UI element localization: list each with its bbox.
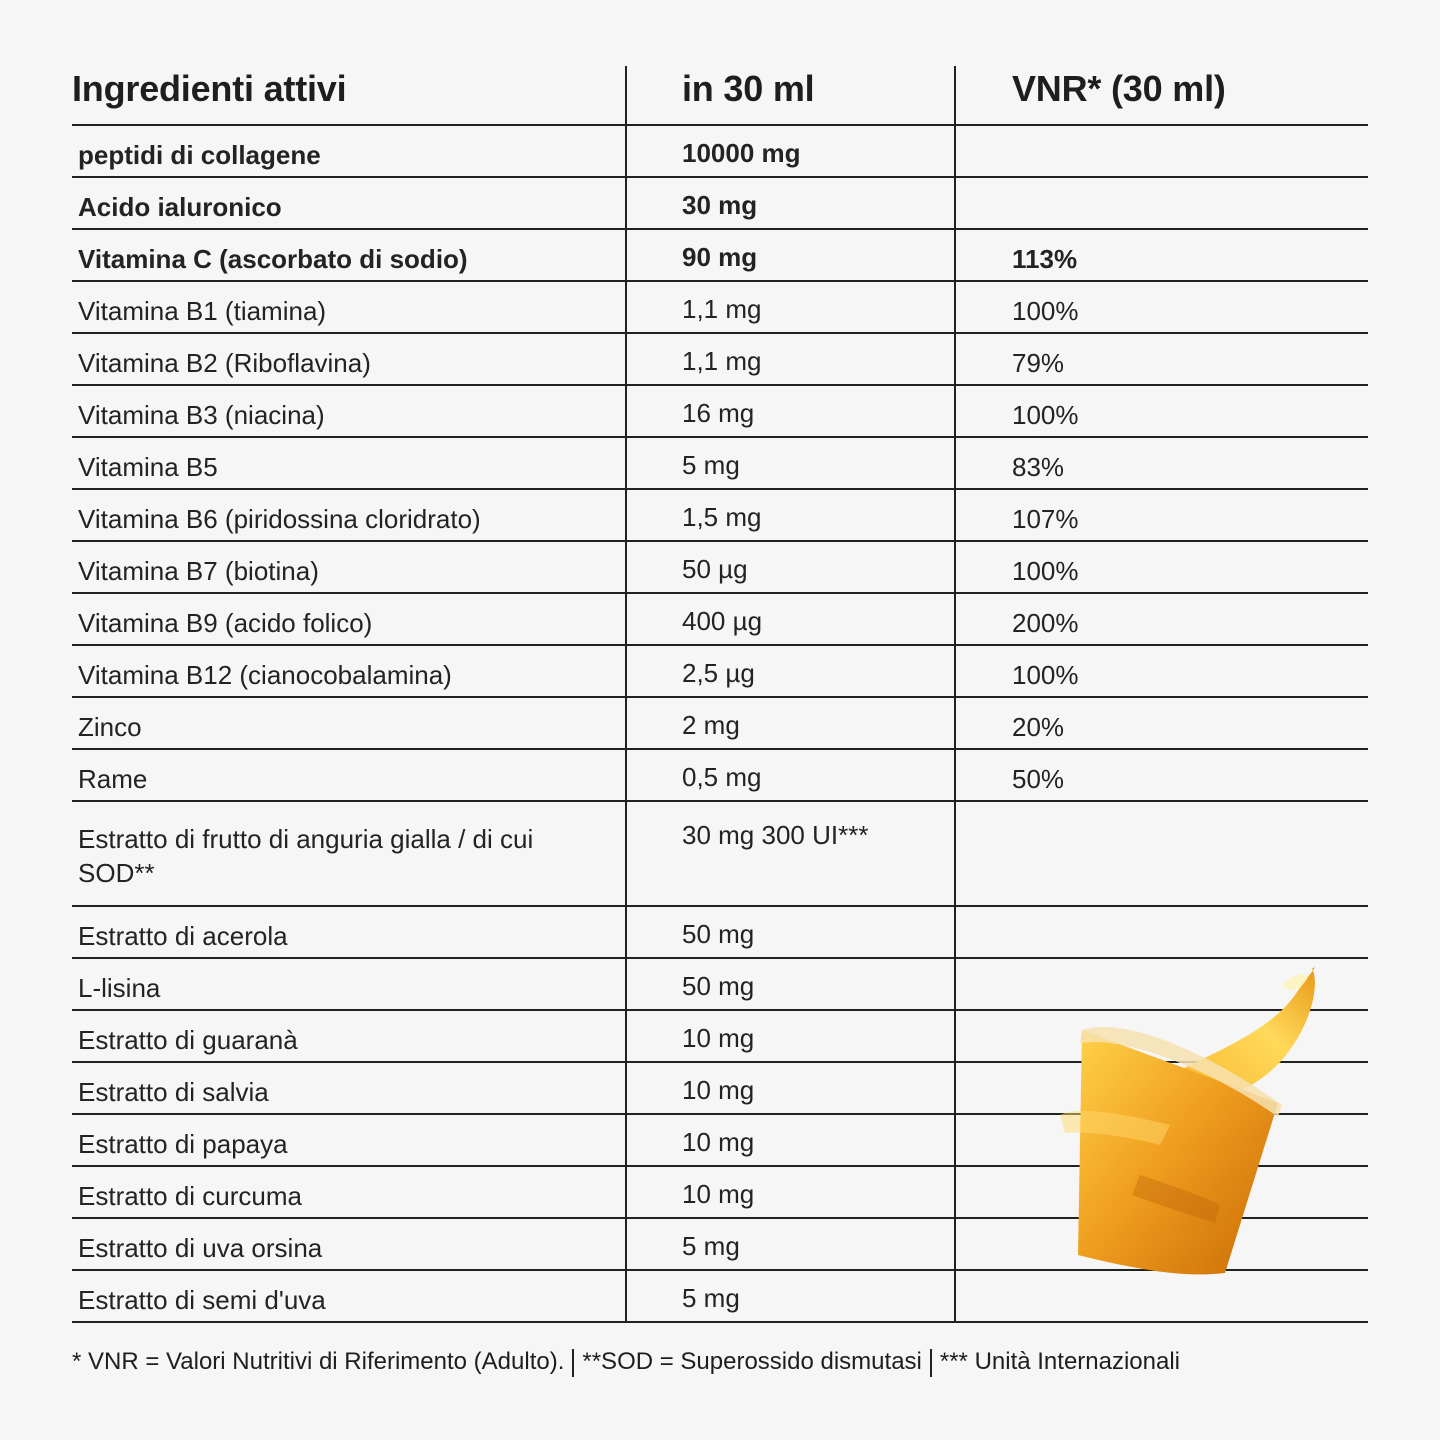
table-row: Estratto di frutto di anguria gialla / d… <box>72 802 1368 907</box>
ingredient-amount: 5 mg <box>682 1283 740 1313</box>
ingredient-name: Estratto di guaranà <box>78 1025 298 1055</box>
table-row: Vitamina B6 (piridossina cloridrato) 1,5 … <box>72 490 1368 542</box>
table-row: Vitamina C (ascorbato di sodio) 90 mg 113% <box>72 230 1368 282</box>
ingredient-name: Zinco <box>78 712 142 742</box>
ingredient-name: L-lisina <box>78 973 161 1003</box>
footnote-sod: **SOD = Superossido dismutasi <box>582 1348 922 1375</box>
table-row: Vitamina B12 (cianocobalamina) 2,5 µg 100% <box>72 646 1368 698</box>
ingredient-vnr: 83% <box>1012 452 1065 482</box>
ingredient-name: Vitamina B1 (tiamina) <box>78 296 327 326</box>
ingredient-name: Vitamina B9 (acido folico) <box>78 608 373 638</box>
ingredient-name: Vitamina B3 (niacina) <box>78 400 325 430</box>
ingredient-name: peptidi di collagene <box>78 140 321 170</box>
ingredient-name: Estratto di semi d'uva <box>78 1285 326 1315</box>
table-row: Vitamina B3 (niacina) 16 mg 100% <box>72 386 1368 438</box>
ingredient-amount: 50 mg <box>682 971 755 1001</box>
table-row: Estratto di guaranà 10 mg <box>72 1011 1368 1063</box>
ingredient-amount: 5 mg <box>682 1231 740 1261</box>
ingredient-name: Estratto di uva orsina <box>78 1233 323 1263</box>
table-row: Estratto di semi d'uva 5 mg <box>72 1271 1368 1323</box>
column-divider-1 <box>625 66 627 1323</box>
table-row: Estratto di curcuma 10 mg <box>72 1167 1368 1219</box>
header-ingredients: Ingredienti attivi <box>72 68 347 109</box>
ingredient-name: Vitamina B6 (piridossina cloridrato) <box>78 504 481 534</box>
ingredient-vnr: 113% <box>1012 244 1078 274</box>
ingredient-name: Estratto di curcuma <box>78 1181 302 1211</box>
table-row: Rame 0,5 mg 50% <box>72 750 1368 802</box>
ingredient-name: Vitamina C (ascorbato di sodio) <box>78 244 468 274</box>
ingredient-vnr: 50% <box>1012 764 1065 794</box>
table-body: peptidi di collagene 10000 mg Acido ialuro… <box>72 126 1368 1323</box>
ingredient-amount: 30 mg <box>682 190 758 220</box>
column-divider-2 <box>954 66 956 1323</box>
table-row: Estratto di papaya 10 mg <box>72 1115 1368 1167</box>
ingredient-name: Acido ialuronico <box>78 192 282 222</box>
table-row: L-lisina 50 mg <box>72 959 1368 1011</box>
table-row: Acido ialuronico 30 mg <box>72 178 1368 230</box>
footnote-separator <box>572 1348 575 1377</box>
footnote-vnr: * VNR = Valori Nutritivi di Riferimento … <box>72 1348 565 1375</box>
ingredient-amount: 400 µg <box>682 606 763 636</box>
footnote-separator <box>929 1348 932 1377</box>
ingredient-amount: 10000 mg <box>682 138 801 168</box>
table-row: Vitamina B9 (acido folico) 400 µg 200% <box>72 594 1368 646</box>
footnote-ui: *** Unità Internazionali <box>939 1348 1181 1375</box>
ingredient-vnr: 100% <box>1012 660 1079 690</box>
ingredient-amount: 1,5 mg <box>682 502 762 532</box>
ingredient-amount: 2 mg <box>682 710 740 740</box>
ingredient-amount: 10 mg <box>682 1127 755 1157</box>
ingredient-amount: 2,5 µg <box>682 658 755 688</box>
ingredient-amount: 30 mg 300 UI*** <box>682 820 869 850</box>
ingredient-amount: 16 mg <box>682 398 755 428</box>
ingredient-vnr: 100% <box>1012 296 1079 326</box>
ingredient-amount: 90 mg <box>682 242 758 272</box>
ingredient-amount: 10 mg <box>682 1179 755 1209</box>
liquid-shot-cup-image <box>1060 967 1315 1275</box>
table-header: Ingredienti attivi in 30 ml VNR* (30 ml) <box>72 66 1368 126</box>
table-row: Zinco 2 mg 20% <box>72 698 1368 750</box>
ingredient-name: Estratto di acerola <box>78 921 288 951</box>
ingredient-vnr: 20% <box>1012 712 1065 742</box>
header-vnr: VNR* (30 ml) <box>1012 68 1226 109</box>
ingredient-vnr: 100% <box>1012 400 1079 430</box>
ingredient-amount: 1,1 mg <box>682 294 762 324</box>
table-row: Estratto di salvia 10 mg <box>72 1063 1368 1115</box>
ingredient-name: Estratto di papaya <box>78 1129 288 1159</box>
ingredients-table: Ingredienti attivi in 30 ml VNR* (30 ml)… <box>72 66 1368 1323</box>
ingredient-amount: 50 µg <box>682 554 748 584</box>
ingredient-name: Estratto di frutto di anguria gialla / d… <box>78 824 534 888</box>
ingredient-amount: 1,1 mg <box>682 346 762 376</box>
ingredient-vnr: 200% <box>1012 608 1079 638</box>
table-row: Estratto di acerola 50 mg <box>72 907 1368 959</box>
ingredient-name: Estratto di salvia <box>78 1077 269 1107</box>
table-row: Estratto di uva orsina 5 mg <box>72 1219 1368 1271</box>
ingredient-amount: 5 mg <box>682 450 740 480</box>
footnotes: * VNR = Valori Nutritivi di Riferimento … <box>72 1345 1180 1379</box>
ingredient-vnr: 107% <box>1012 504 1079 534</box>
ingredient-name: Vitamina B7 (biotina) <box>78 556 319 586</box>
table-row: Vitamina B1 (tiamina) 1,1 mg 100% <box>72 282 1368 334</box>
table-row: Vitamina B7 (biotina) 50 µg 100% <box>72 542 1368 594</box>
ingredient-name: Vitamina B12 (cianocobalamina) <box>78 660 452 690</box>
ingredient-amount: 10 mg <box>682 1075 755 1105</box>
table-row: Vitamina B2 (Riboflavina) 1,1 mg 79% <box>72 334 1368 386</box>
ingredient-vnr: 100% <box>1012 556 1079 586</box>
ingredient-vnr: 79% <box>1012 348 1065 378</box>
ingredient-name: Rame <box>78 764 148 794</box>
header-amount: in 30 ml <box>682 68 815 109</box>
table-row: Vitamina B5 5 mg 83% <box>72 438 1368 490</box>
ingredient-name: Vitamina B5 <box>78 452 218 482</box>
ingredient-amount: 0,5 mg <box>682 762 762 792</box>
ingredient-amount: 50 mg <box>682 919 755 949</box>
ingredient-name: Vitamina B2 (Riboflavina) <box>78 348 371 378</box>
ingredient-amount: 10 mg <box>682 1023 755 1053</box>
table-row: peptidi di collagene 10000 mg <box>72 126 1368 178</box>
